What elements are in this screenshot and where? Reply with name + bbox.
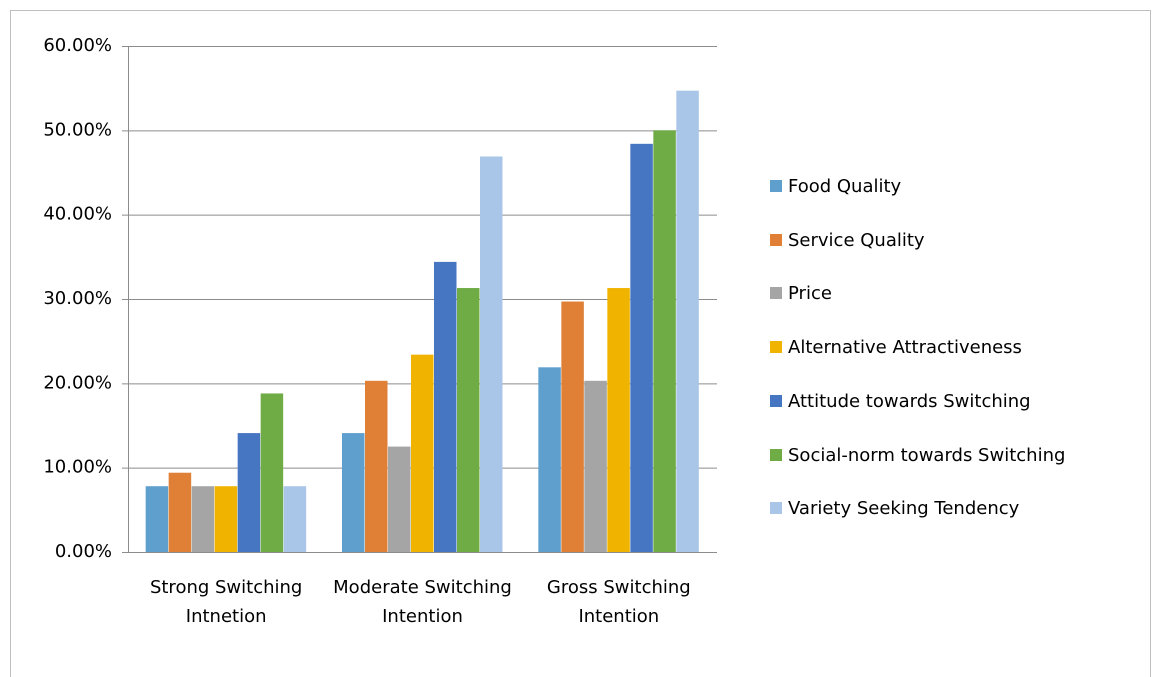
bar [342,433,365,552]
legend-item: Service Quality [770,230,925,251]
y-tick-label: 50.00% [43,119,112,140]
y-tick-label: 10.00% [43,457,112,478]
x-tick-label: Gross Switching Intention [546,577,691,627]
bar [214,486,238,552]
legend-label: Attitude towards Switching [788,390,1031,412]
bar [411,354,434,552]
bar [145,486,169,552]
bar [283,486,307,552]
bar [457,288,480,552]
legend-item: Price [770,283,832,304]
y-tick-label: 20.00% [43,372,112,393]
chart-border [10,10,1151,677]
bar [607,288,630,552]
legend-item: Variety Seeking Tendency [770,498,1019,519]
y-tick-label: 40.00% [43,204,112,225]
legend-swatch [770,233,782,246]
legend-label: Service Quality [788,229,925,251]
bar [365,380,388,552]
legend-item: Social-norm towards Switching [770,445,1065,466]
bar [480,156,503,552]
bar [434,261,457,552]
legend-label: Social-norm towards Switching [788,444,1066,466]
legend-swatch [770,394,782,407]
legend-label: Price [788,283,832,305]
legend-swatch [770,287,782,300]
y-tick-label: 30.00% [43,288,112,309]
bar [630,143,653,552]
bar [237,433,261,552]
legend-item: Attitude towards Switching [770,391,1031,412]
legend-label: Food Quality [788,176,902,197]
bar [260,393,284,552]
legend-item: Food Quality [770,176,901,197]
x-tick-label: Strong Switching Intnetion [149,577,303,627]
legend-label: Variety Seeking Tendency [788,498,1020,520]
bar [191,486,215,552]
y-tick-label: 0.00% [55,541,112,562]
legend-label: Alternative Attractiveness [788,337,1022,359]
legend-swatch [770,180,782,192]
x-tick-label: Moderate Switching Intention [333,577,512,627]
bar [388,446,411,552]
bar [653,130,676,553]
bar [676,90,699,553]
legend-swatch [770,448,782,461]
y-tick-label: 60.00% [43,35,112,56]
bar [584,380,607,552]
bar [168,472,192,552]
legend-swatch [770,502,782,515]
bar [561,301,584,552]
bar [538,367,561,552]
legend-item: Alternative Attractiveness [770,337,1022,358]
legend-swatch [770,341,782,354]
